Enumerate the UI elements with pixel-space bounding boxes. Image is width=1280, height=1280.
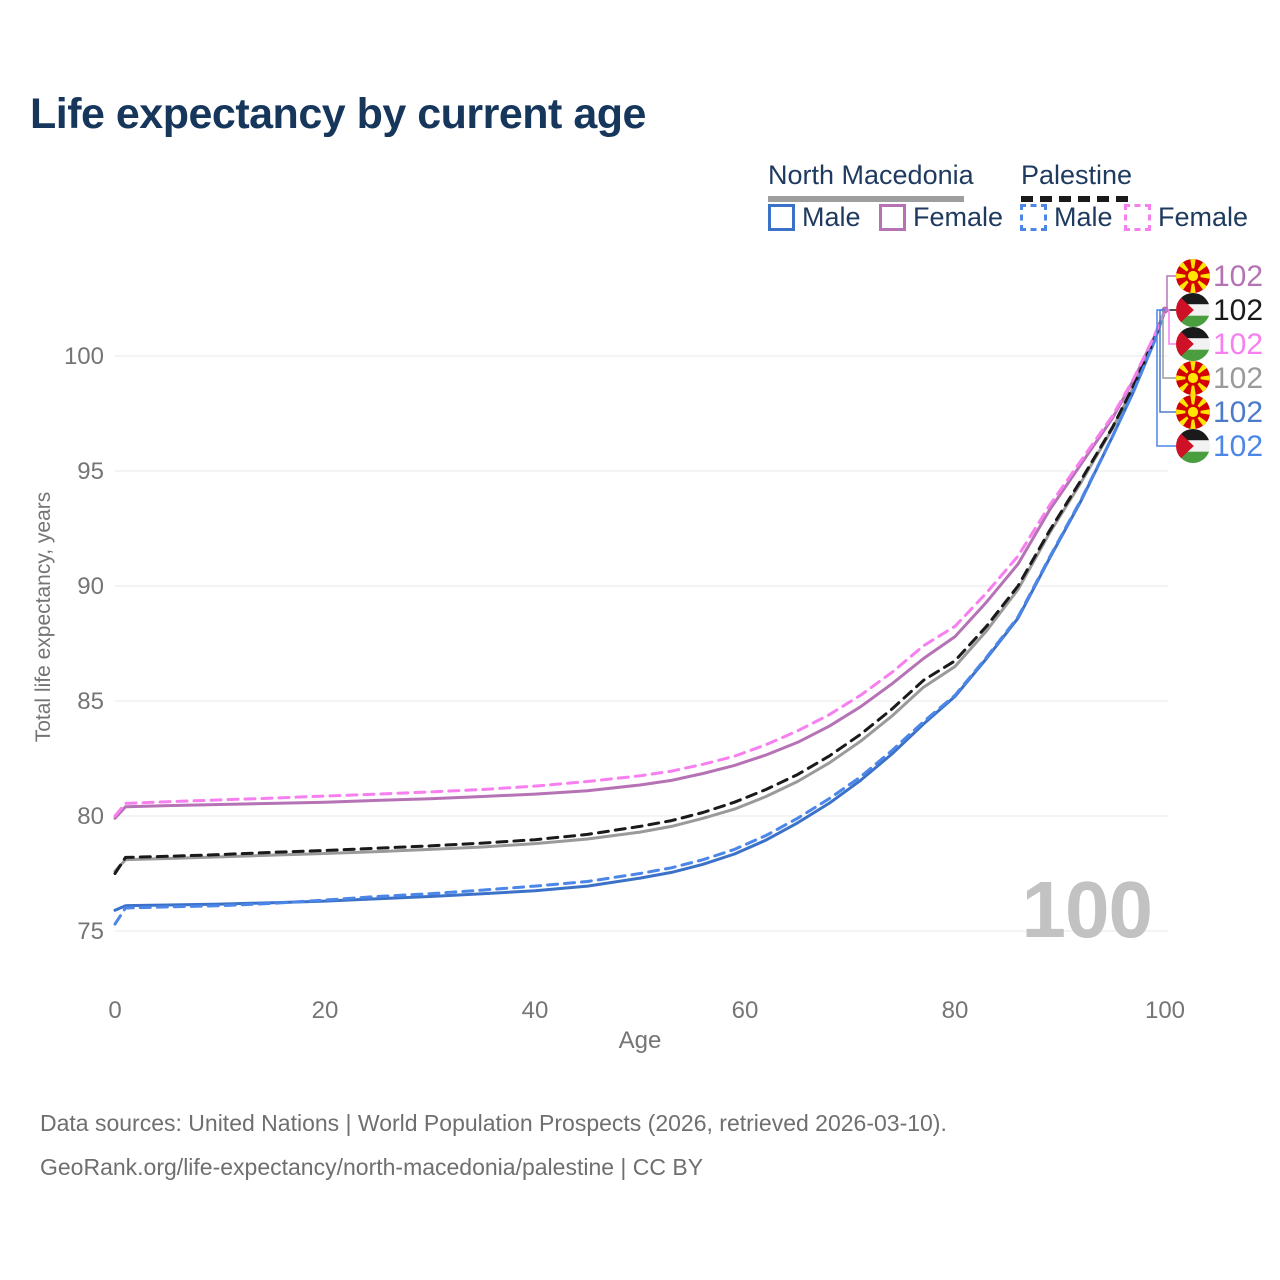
x-tick-label: 80: [942, 997, 969, 1024]
line-ps-total: [113, 308, 1167, 875]
y-axis-title: Total life expectancy, years: [32, 492, 55, 743]
line-ps-female: [113, 308, 1167, 818]
gridlines: 75 80 85 90 95 100 0 20 40 60 80 100: [64, 343, 1185, 1024]
x-tick-label: 0: [108, 997, 121, 1024]
palestine-flag-icon: [1176, 293, 1210, 327]
y-tick-label: 100: [64, 343, 104, 370]
footer-url: GeoRank.org/life-expectancy/north-macedo…: [40, 1154, 704, 1180]
legend-label: Male: [1054, 202, 1113, 232]
leader-line: [1165, 309, 1176, 345]
legend-label: Female: [1158, 202, 1249, 232]
end-value-label: 102: [1213, 294, 1263, 327]
x-axis-title: Age: [619, 1027, 662, 1054]
line-ps-male: [113, 308, 1167, 926]
legend-label: Female: [913, 202, 1004, 232]
y-tick-label: 90: [77, 573, 104, 600]
end-value-label: 102: [1213, 362, 1263, 395]
palestine-flag-icon: [1176, 327, 1210, 361]
x-tick-label: 20: [312, 997, 339, 1024]
y-tick-label: 75: [77, 918, 104, 945]
ps-female-swatch-icon: [1124, 204, 1151, 231]
x-tick-label: 100: [1145, 997, 1185, 1024]
legend-underline-dashed: [1021, 196, 1129, 202]
line-nm-male: [113, 308, 1167, 912]
legend-group-palestine[interactable]: Palestine: [1021, 160, 1133, 190]
end-value-label: 102: [1213, 260, 1263, 293]
footer-sources: Data sources: United Nations | World Pop…: [40, 1110, 947, 1136]
legend-item-ps-male[interactable]: Male: [1020, 202, 1113, 233]
ps-male-swatch-icon: [1020, 204, 1047, 231]
age-counter-watermark: 100: [1021, 865, 1153, 954]
line-nm-total: [113, 308, 1167, 873]
leader-line: [1156, 309, 1176, 447]
footer: Data sources: United Nations | World Pop…: [40, 1110, 947, 1198]
nm-female-swatch-icon: [879, 204, 906, 231]
x-tick-label: 40: [522, 997, 549, 1024]
nm-male-swatch-icon: [768, 204, 795, 231]
end-value-label: 102: [1213, 430, 1263, 463]
palestine-flag-icon: [1176, 429, 1210, 463]
legend-item-nm-male[interactable]: Male: [768, 202, 861, 233]
legend-underline-solid: [768, 196, 964, 202]
x-tick-label: 60: [732, 997, 759, 1024]
end-value-label: 102: [1213, 328, 1263, 361]
legend-group-north-macedonia[interactable]: North Macedonia: [768, 160, 974, 190]
leader-line: [1165, 275, 1176, 311]
legend-label: Male: [802, 202, 861, 232]
legend-item-nm-female[interactable]: Female: [879, 202, 1003, 233]
north-macedonia-flag-icon: [1176, 361, 1210, 395]
y-tick-label: 80: [77, 803, 104, 830]
page-title: Life expectancy by current age: [30, 90, 646, 138]
y-tick-label: 85: [77, 688, 104, 715]
y-tick-label: 95: [77, 458, 104, 485]
series-lines: [113, 306, 1169, 926]
end-value-label: 102: [1213, 396, 1263, 429]
legend-item-ps-female[interactable]: Female: [1124, 202, 1248, 233]
line-nm-female: [113, 308, 1167, 820]
